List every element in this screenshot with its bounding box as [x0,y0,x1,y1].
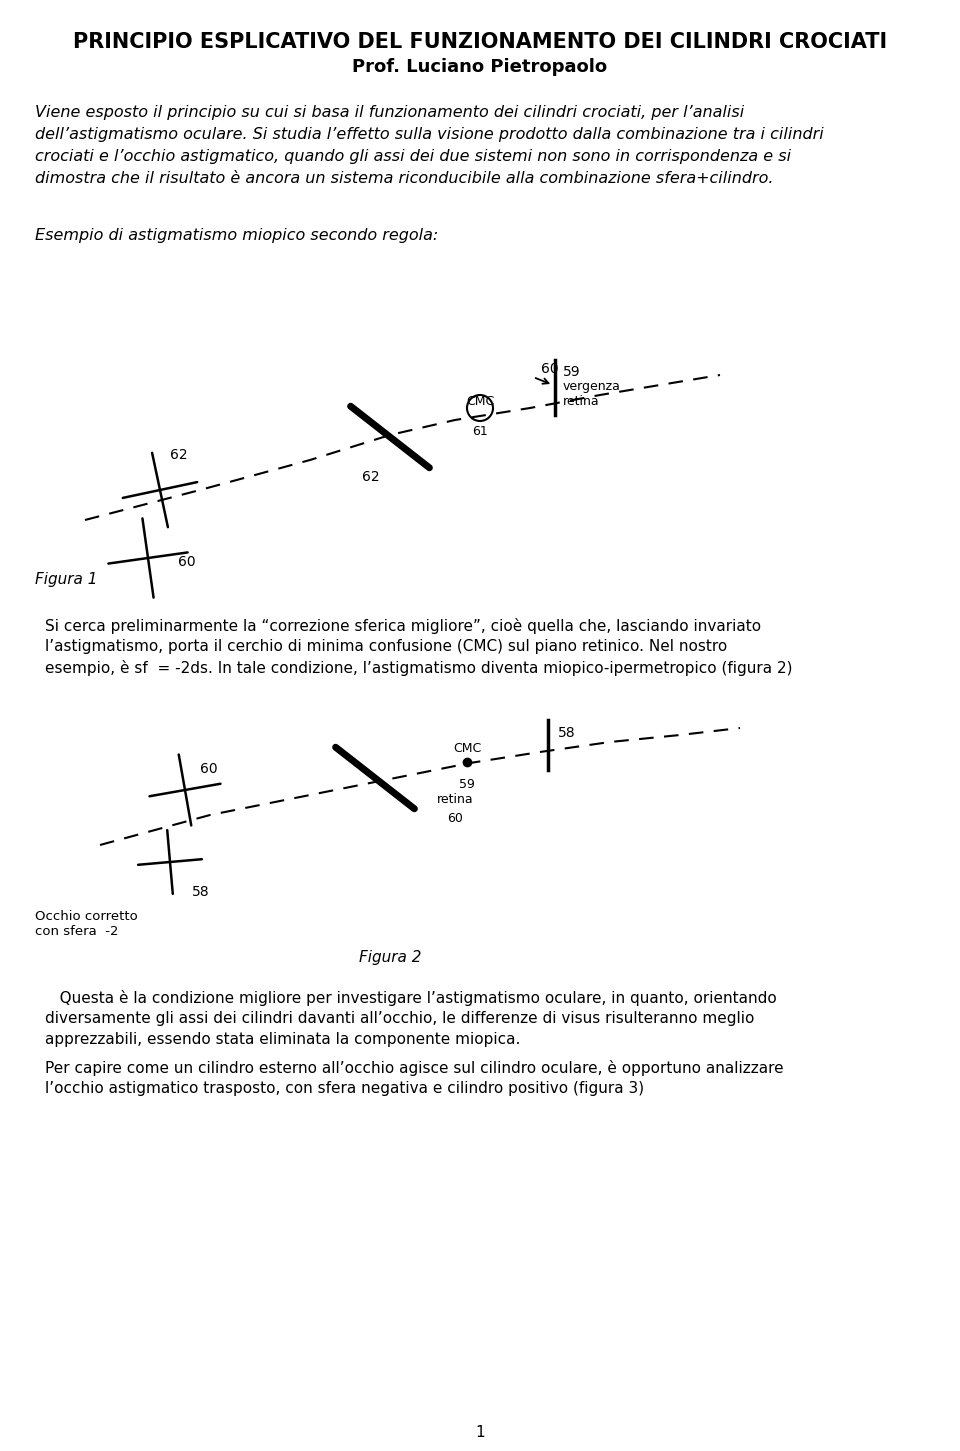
Text: diversamente gli assi dei cilindri davanti all’occhio, le differenze di visus ri: diversamente gli assi dei cilindri davan… [45,1011,755,1026]
Text: PRINCIPIO ESPLICATIVO DEL FUNZIONAMENTO DEI CILINDRI CROCIATI: PRINCIPIO ESPLICATIVO DEL FUNZIONAMENTO … [73,32,887,52]
Text: Figura 2: Figura 2 [359,950,421,965]
Text: dell’astigmatismo oculare. Si studia l’effetto sulla visione prodotto dalla comb: dell’astigmatismo oculare. Si studia l’e… [35,128,824,142]
Text: Viene esposto il principio su cui si basa il funzionamento dei cilindri crociati: Viene esposto il principio su cui si bas… [35,104,744,120]
Text: Occhio corretto
con sfera  -2: Occhio corretto con sfera -2 [35,910,137,937]
Text: 58: 58 [558,726,576,740]
Text: 62: 62 [170,448,187,461]
Text: Prof. Luciano Pietropaolo: Prof. Luciano Pietropaolo [352,58,608,75]
Text: esempio, è sf  = -2ds. In tale condizione, l’astigmatismo diventa miopico-iperme: esempio, è sf = -2ds. In tale condizione… [45,660,793,676]
Text: Per capire come un cilindro esterno all’occhio agisce sul cilindro oculare, è op: Per capire come un cilindro esterno all’… [45,1061,783,1077]
Text: Figura 1: Figura 1 [35,572,98,588]
Text: retina: retina [437,794,473,805]
Text: 60: 60 [200,762,218,776]
Text: 58: 58 [192,885,209,900]
Text: 60: 60 [541,361,559,376]
Text: 1: 1 [475,1425,485,1439]
Text: retina: retina [563,395,600,408]
Text: Questa è la condizione migliore per investigare l’astigmatismo oculare, in quant: Questa è la condizione migliore per inve… [45,990,777,1006]
Text: 60: 60 [447,813,463,826]
Text: vergenza: vergenza [563,380,621,393]
Text: dimostra che il risultato è ancora un sistema riconducibile alla combinazione sf: dimostra che il risultato è ancora un si… [35,171,774,186]
Text: apprezzabili, essendo stata eliminata la componente miopica.: apprezzabili, essendo stata eliminata la… [45,1032,520,1048]
Text: Si cerca preliminarmente la “correzione sferica migliore”, cioè quella che, lasc: Si cerca preliminarmente la “correzione … [45,618,761,634]
Text: l’astigmatismo, porta il cerchio di minima confusione (CMC) sul piano retinico. : l’astigmatismo, porta il cerchio di mini… [45,638,728,654]
Text: 60: 60 [178,554,196,569]
Text: 59: 59 [563,366,581,379]
Text: 59: 59 [459,778,475,791]
Text: 61: 61 [472,425,488,438]
Text: CMC: CMC [466,395,494,408]
Text: Esempio di astigmatismo miopico secondo regola:: Esempio di astigmatismo miopico secondo … [35,228,439,242]
Text: CMC: CMC [453,741,481,755]
Text: 62: 62 [362,470,379,485]
Text: l’occhio astigmatico trasposto, con sfera negativa e cilindro positivo (figura 3: l’occhio astigmatico trasposto, con sfer… [45,1081,644,1096]
Text: crociati e l’occhio astigmatico, quando gli assi dei due sistemi non sono in cor: crociati e l’occhio astigmatico, quando … [35,149,791,164]
